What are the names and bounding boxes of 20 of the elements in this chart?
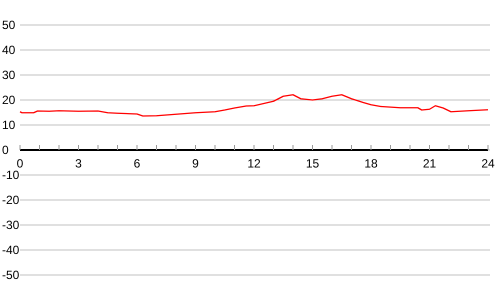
y-tick-label: 20 <box>2 93 16 108</box>
x-tick-label: 15 <box>306 156 320 170</box>
y-tick-label: -30 <box>2 218 20 232</box>
y-tick-label: 40 <box>2 43 16 58</box>
x-tick-label: 18 <box>364 156 378 170</box>
y-tick-label: 10 <box>2 118 16 132</box>
y-tick-label: 50 <box>2 18 16 32</box>
x-tick-label: 24 <box>481 156 495 170</box>
x-tick-label: 6 <box>134 156 141 170</box>
y-tick-label: -20 <box>2 193 20 208</box>
x-tick-label: 3 <box>75 156 82 170</box>
y-tick-label: 30 <box>2 68 16 82</box>
x-tick-label: 12 <box>247 156 261 170</box>
y-tick-label: -40 <box>2 243 20 258</box>
line-series <box>19 94 489 117</box>
y-tick-label: -50 <box>2 268 20 282</box>
x-tick-label: 21 <box>422 156 436 170</box>
y-tick-label: -10 <box>2 168 20 182</box>
x-tick-label: 9 <box>192 156 200 170</box>
y-tick-label: 0 <box>2 143 9 158</box>
